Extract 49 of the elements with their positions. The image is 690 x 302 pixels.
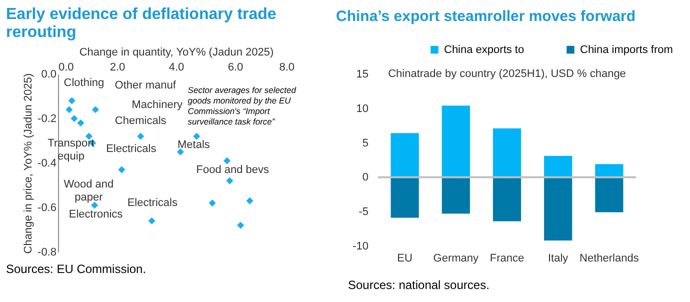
annotation: Wood and paper bbox=[64, 178, 114, 204]
bar bbox=[492, 128, 522, 178]
annotation: Other manuf bbox=[114, 80, 177, 92]
x-tick-label: 8.0 bbox=[279, 62, 294, 74]
y-axis-title: Change in price, YoY% (Jadun 2025) bbox=[22, 73, 35, 254]
x-tick-label: EU bbox=[397, 252, 413, 264]
legend-label: China imports from bbox=[580, 44, 673, 56]
x-tick-label: France bbox=[490, 252, 524, 264]
y-tick-label: 0 bbox=[362, 172, 368, 184]
source-note: Sources: EU Commission. bbox=[6, 262, 146, 276]
legend-label: China exports to bbox=[444, 44, 524, 56]
bar bbox=[595, 164, 624, 178]
annotation: Clothing bbox=[64, 76, 104, 89]
annotation: Metals bbox=[177, 139, 210, 152]
bar bbox=[390, 133, 419, 178]
bar bbox=[492, 177, 522, 222]
bar bbox=[442, 106, 470, 178]
bar bbox=[442, 177, 470, 214]
y-tick-label: -0.2 bbox=[38, 113, 56, 125]
chart-title: China’s export steamroller moves forward bbox=[336, 8, 636, 25]
x-axis-title: Change in quantity, YoY% (Jadun 2025) bbox=[79, 46, 274, 58]
x-tick-label: 0.0 bbox=[58, 62, 74, 74]
annotation: Electricals bbox=[127, 197, 178, 210]
bar bbox=[544, 177, 572, 240]
chart-subtitle: Chinatrade by country (2025H1), USD % change bbox=[388, 68, 626, 80]
y-tick-label: 5 bbox=[362, 137, 368, 150]
x-tick-label: Germany bbox=[433, 252, 480, 264]
annotation: Food and bevs bbox=[196, 164, 270, 176]
y-tick-label: -10 bbox=[352, 240, 368, 252]
y-tick-label: 15 bbox=[356, 68, 368, 80]
annotation: Electricals bbox=[106, 142, 157, 155]
x-tick-label: Netherlands bbox=[580, 252, 640, 264]
x-tick-label: 6.0 bbox=[228, 62, 244, 74]
bar bbox=[544, 156, 572, 178]
annotation: Machinery bbox=[132, 99, 183, 112]
annotation: Sector averages for selected goods monitored by the EU Commission's “Import surveillance task force” bbox=[188, 85, 296, 126]
source-note: Sources: national sources. bbox=[348, 278, 490, 292]
bar bbox=[595, 177, 624, 212]
x-tick-label: 4.0 bbox=[168, 62, 184, 74]
x-tick-label: Italy bbox=[548, 252, 569, 264]
y-tick-label: -5 bbox=[358, 206, 368, 218]
annotation: Electronics bbox=[68, 208, 124, 221]
y-tick-label: 10 bbox=[356, 102, 368, 115]
y-tick-label: -0.6 bbox=[38, 202, 56, 214]
chart-title: Early evidence of deflationary trade rerouting bbox=[6, 6, 276, 41]
x-tick-label: 2.0 bbox=[110, 62, 126, 74]
annotation: Chemicals bbox=[114, 115, 167, 128]
bar bbox=[390, 177, 419, 218]
y-tick-label: -0.8 bbox=[38, 246, 56, 258]
